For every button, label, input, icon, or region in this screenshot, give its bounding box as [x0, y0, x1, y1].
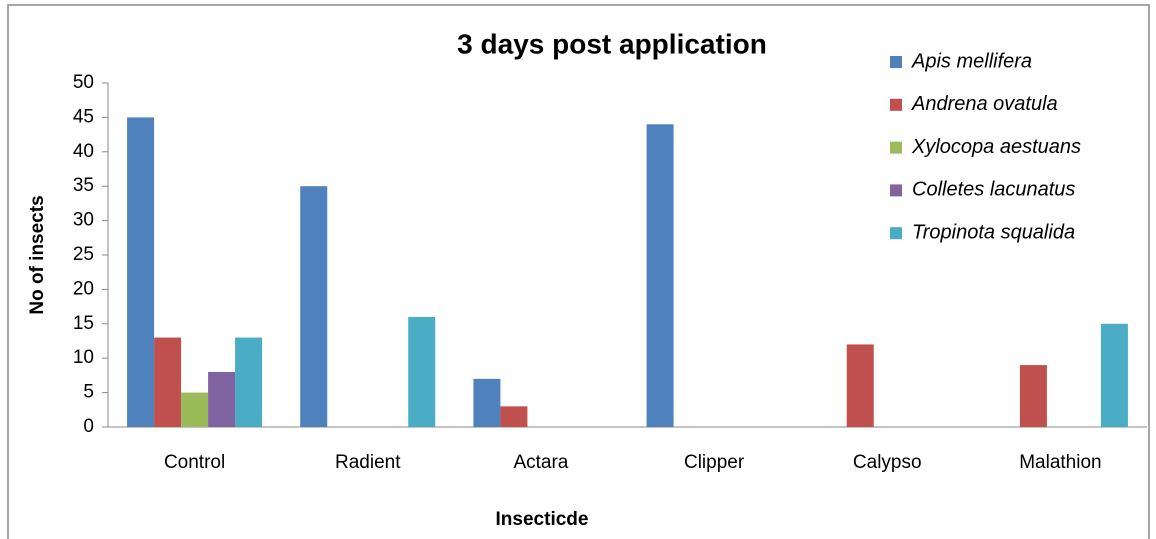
legend-swatch: [890, 227, 902, 240]
legend-swatch: [890, 56, 902, 68]
bar: [473, 378, 501, 427]
y-tick-label: 35: [73, 175, 94, 196]
legend-swatch: [890, 98, 902, 111]
bar: [208, 371, 236, 427]
bar: [1100, 323, 1128, 427]
chart-border: [7, 4, 1150, 539]
legend-label: Andrena ovatula: [911, 93, 1058, 115]
y-tick-label: 10: [73, 347, 94, 368]
y-tick-label: 20: [73, 278, 94, 299]
legend-label: Xylocopa aestuans: [911, 136, 1081, 158]
bar: [846, 344, 874, 427]
legend-label: Colletes lacunatus: [912, 179, 1075, 201]
x-tick-label: Malathion: [1019, 452, 1101, 473]
y-tick-label: 50: [73, 72, 94, 93]
y-tick-label: 0: [83, 416, 94, 437]
bar: [500, 406, 528, 427]
bar: [235, 337, 263, 427]
bar: [154, 337, 182, 427]
bar: [646, 124, 674, 427]
x-axis-label: Insecticde: [496, 509, 589, 530]
x-tick-label: Actara: [513, 452, 568, 473]
x-tick-label: Calypso: [853, 452, 922, 473]
bar: [408, 316, 436, 427]
legend-label: Apis mellifera: [911, 50, 1032, 72]
legend-swatch: [890, 141, 902, 154]
y-tick-label: 30: [73, 210, 94, 231]
bar: [127, 117, 155, 428]
y-tick-label: 25: [73, 244, 94, 265]
x-tick-label: Radient: [335, 452, 401, 473]
y-axis-label: No of insects: [27, 195, 48, 314]
y-tick-label: 45: [73, 106, 94, 127]
bar: [1019, 365, 1047, 427]
chart-title: 3 days post application: [457, 28, 767, 59]
bar: [300, 186, 328, 427]
legend-swatch: [890, 184, 902, 197]
y-tick-label: 15: [73, 313, 94, 334]
y-tick-label: 5: [83, 382, 94, 403]
bar: [181, 392, 209, 427]
y-tick-label: 40: [73, 141, 94, 162]
legend-label: Tropinota squalida: [912, 221, 1075, 243]
x-tick-label: Clipper: [684, 452, 745, 473]
x-tick-label: Control: [164, 452, 225, 473]
